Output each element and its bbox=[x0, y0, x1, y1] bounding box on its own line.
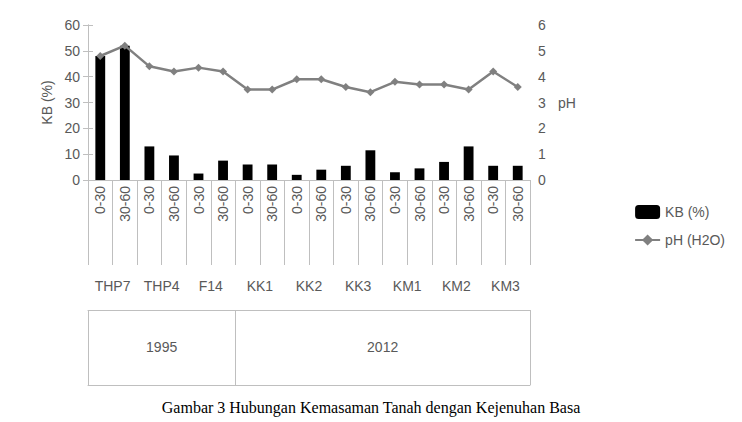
svg-text:30-60: 30-60 bbox=[166, 186, 182, 222]
svg-text:4: 4 bbox=[538, 69, 546, 85]
svg-text:0-30: 0-30 bbox=[240, 186, 256, 214]
svg-text:50: 50 bbox=[64, 43, 80, 59]
svg-text:2012: 2012 bbox=[367, 339, 398, 355]
svg-text:pH: pH bbox=[558, 95, 576, 111]
svg-text:6: 6 bbox=[538, 17, 546, 33]
svg-text:30-60: 30-60 bbox=[264, 186, 280, 222]
svg-text:pH (H2O): pH (H2O) bbox=[665, 232, 725, 248]
svg-text:30-60: 30-60 bbox=[362, 186, 378, 222]
svg-text:30-60: 30-60 bbox=[412, 186, 428, 222]
svg-text:0: 0 bbox=[538, 172, 546, 188]
svg-text:KM2: KM2 bbox=[442, 278, 471, 294]
svg-text:F14: F14 bbox=[199, 278, 223, 294]
svg-text:30-60: 30-60 bbox=[461, 186, 477, 222]
svg-text:30-60: 30-60 bbox=[510, 186, 526, 222]
svg-text:0-30: 0-30 bbox=[92, 186, 108, 214]
svg-text:KB (%): KB (%) bbox=[665, 204, 709, 220]
svg-text:THP7: THP7 bbox=[95, 278, 131, 294]
svg-text:0-30: 0-30 bbox=[191, 186, 207, 214]
svg-text:30-60: 30-60 bbox=[117, 186, 133, 222]
svg-text:KK2: KK2 bbox=[296, 278, 323, 294]
svg-text:60: 60 bbox=[64, 17, 80, 33]
svg-text:0-30: 0-30 bbox=[387, 186, 403, 214]
svg-text:30-60: 30-60 bbox=[313, 186, 329, 222]
svg-text:1995: 1995 bbox=[146, 339, 177, 355]
svg-text:KK3: KK3 bbox=[345, 278, 372, 294]
svg-text:KB (%): KB (%) bbox=[39, 80, 55, 124]
svg-text:0-30: 0-30 bbox=[338, 186, 354, 214]
svg-text:3: 3 bbox=[538, 95, 546, 111]
svg-text:0-30: 0-30 bbox=[141, 186, 157, 214]
svg-text:30: 30 bbox=[64, 95, 80, 111]
svg-text:Gambar 3 Hubungan Kemasaman Ta: Gambar 3 Hubungan Kemasaman Tanah dengan… bbox=[162, 399, 580, 417]
svg-text:5: 5 bbox=[538, 43, 546, 59]
svg-text:KM1: KM1 bbox=[393, 278, 422, 294]
svg-text:KM3: KM3 bbox=[491, 278, 520, 294]
svg-text:2: 2 bbox=[538, 120, 546, 136]
svg-text:THP4: THP4 bbox=[144, 278, 180, 294]
svg-text:40: 40 bbox=[64, 69, 80, 85]
svg-text:0-30: 0-30 bbox=[485, 186, 501, 214]
svg-text:0-30: 0-30 bbox=[289, 186, 305, 214]
svg-text:20: 20 bbox=[64, 120, 80, 136]
svg-text:30-60: 30-60 bbox=[215, 186, 231, 222]
svg-text:10: 10 bbox=[64, 146, 80, 162]
svg-text:1: 1 bbox=[538, 146, 546, 162]
svg-text:KK1: KK1 bbox=[247, 278, 274, 294]
svg-text:0: 0 bbox=[72, 172, 80, 188]
svg-text:0-30: 0-30 bbox=[436, 186, 452, 214]
